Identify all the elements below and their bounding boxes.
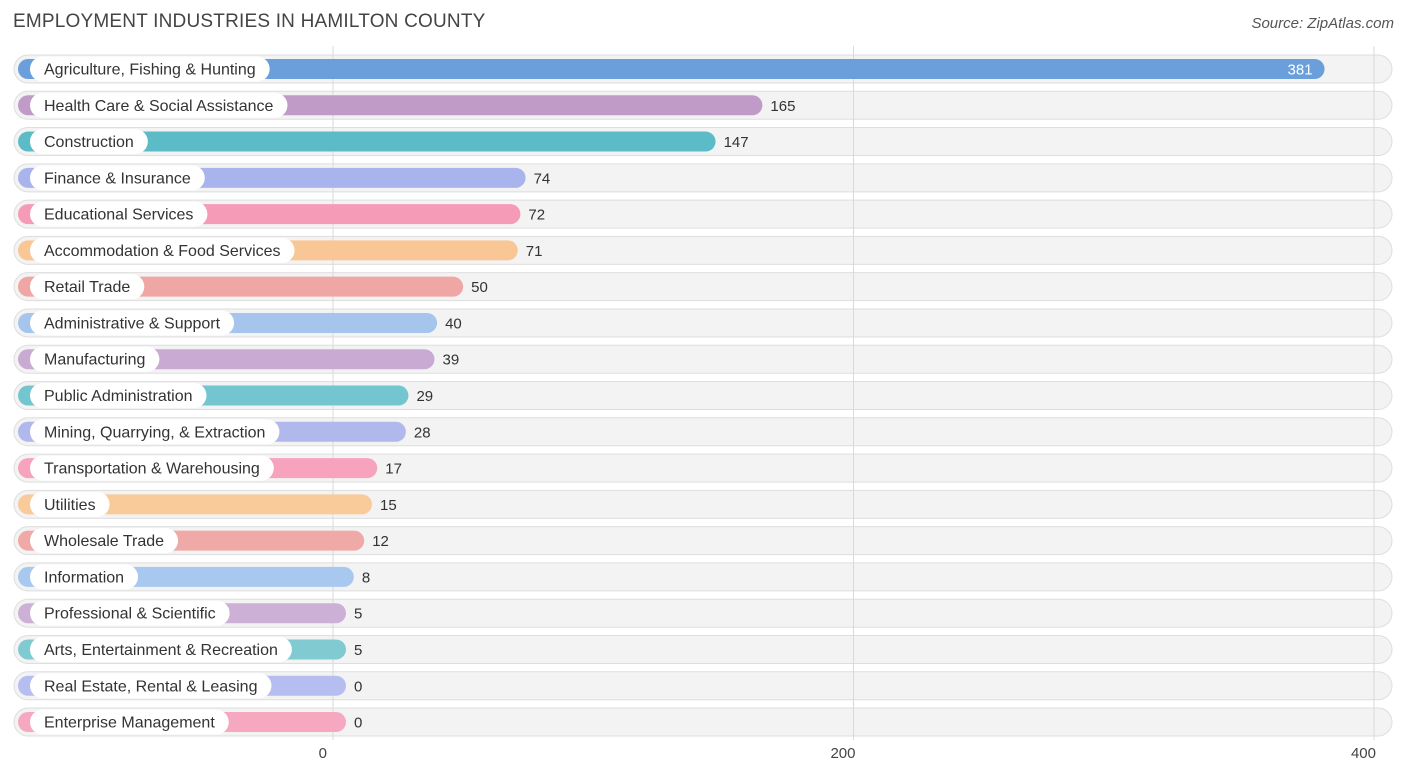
category-label-pill <box>30 636 292 662</box>
category-label-pill <box>30 165 205 191</box>
value-label: 0 <box>354 678 362 695</box>
category-label: Wholesale Trade <box>44 533 164 550</box>
value-label: 17 <box>385 461 402 478</box>
value-label: 29 <box>416 388 433 405</box>
category-label-pill <box>30 346 160 372</box>
x-tick-label: 400 <box>1351 745 1376 762</box>
category-label: Educational Services <box>44 207 193 224</box>
category-label-pill <box>30 419 280 445</box>
value-label: 74 <box>534 170 551 187</box>
row-background <box>13 671 1393 701</box>
category-label: Arts, Entertainment & Recreation <box>44 642 278 659</box>
value-label: 40 <box>445 315 462 332</box>
category-label-pill <box>30 491 110 517</box>
category-label: Mining, Quarrying, & Extraction <box>44 424 265 441</box>
row-background <box>13 562 1393 592</box>
value-label: 0 <box>354 715 362 732</box>
value-label: 381 <box>1288 62 1313 79</box>
x-tick-label: 200 <box>830 745 855 762</box>
value-label: 28 <box>414 424 431 441</box>
category-label-pill <box>30 564 139 590</box>
value-label: 39 <box>442 352 459 369</box>
row-background <box>13 707 1393 737</box>
value-label: 8 <box>362 569 370 586</box>
category-label-pill <box>30 673 272 699</box>
category-label: Accommodation & Food Services <box>44 243 281 260</box>
value-label: 147 <box>724 134 749 151</box>
category-label: Finance & Insurance <box>44 170 191 187</box>
value-label: 15 <box>380 497 397 514</box>
category-label-pill <box>30 455 274 481</box>
category-label-pill <box>30 92 288 118</box>
source-note: Source: ZipAtlas.com <box>1251 15 1394 32</box>
value-label: 71 <box>526 243 543 260</box>
category-label-pill <box>30 237 295 263</box>
category-label: Enterprise Management <box>44 715 215 732</box>
value-label: 5 <box>354 642 362 659</box>
category-label: Construction <box>44 134 134 151</box>
category-label: Retail Trade <box>44 279 130 296</box>
category-label: Public Administration <box>44 388 193 405</box>
value-label: 12 <box>372 533 389 550</box>
category-label: Real Estate, Rental & Leasing <box>44 678 257 695</box>
row-background <box>13 598 1393 628</box>
category-label-pill <box>30 528 179 554</box>
category-label-pill <box>30 383 207 409</box>
bar[interactable] <box>18 131 716 152</box>
category-label-pill <box>30 709 229 735</box>
value-label: 5 <box>354 606 362 623</box>
category-label-pill <box>30 201 208 227</box>
bar[interactable] <box>18 59 1325 79</box>
category-label-pill <box>30 56 270 82</box>
category-label: Manufacturing <box>44 352 145 369</box>
value-label: 50 <box>471 279 488 296</box>
category-label: Health Care & Social Assistance <box>44 98 274 115</box>
category-label: Information <box>44 569 124 586</box>
category-label-pill <box>30 129 148 155</box>
category-label: Agriculture, Fishing & Hunting <box>44 62 256 79</box>
x-tick-label: 0 <box>319 745 327 762</box>
category-label-pill <box>30 274 145 300</box>
value-label: 165 <box>770 98 795 115</box>
category-label: Utilities <box>44 497 96 514</box>
category-label-pill <box>30 310 235 336</box>
category-label: Transportation & Warehousing <box>44 461 260 478</box>
value-label: 72 <box>528 207 545 224</box>
row-background <box>13 634 1393 664</box>
category-label-pill <box>30 600 230 626</box>
category-label: Administrative & Support <box>44 315 221 332</box>
chart-title: EMPLOYMENT INDUSTRIES IN HAMILTON COUNTY <box>13 11 486 32</box>
category-label: Professional & Scientific <box>44 606 216 623</box>
